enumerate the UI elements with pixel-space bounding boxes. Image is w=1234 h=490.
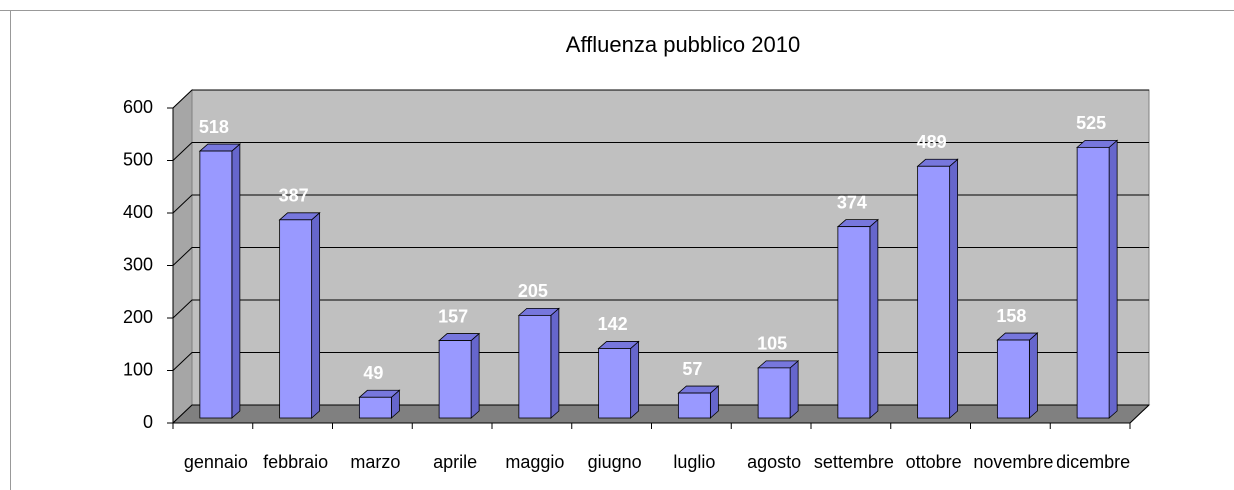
bar [199, 150, 233, 419]
value-label: 49 [363, 363, 383, 383]
x-tick-label: aprile [433, 452, 477, 472]
grid-line [172, 404, 1149, 424]
chart-title: Affluenza pubblico 2010 [566, 32, 800, 57]
bar [279, 219, 313, 419]
x-tick-label: luglio [673, 452, 715, 472]
bar [438, 340, 472, 419]
bar [598, 348, 632, 419]
y-tick-label: 600 [123, 97, 153, 117]
bar-side [470, 332, 480, 419]
grid-line [172, 247, 1149, 266]
bar [917, 165, 951, 419]
x-tick-label: giugno [588, 452, 642, 472]
value-label: 142 [598, 314, 628, 334]
bar-side [949, 158, 959, 419]
bar [757, 367, 791, 419]
value-label: 387 [279, 186, 309, 206]
x-tick-label: ottobre [906, 452, 962, 472]
bar [677, 392, 711, 419]
x-tick-label: settembre [814, 452, 894, 472]
bar-side [1028, 332, 1038, 419]
y-tick-label: 100 [123, 359, 153, 379]
value-label: 518 [199, 117, 229, 137]
y-tick-label: 400 [123, 202, 153, 222]
y-tick-label: 0 [143, 412, 153, 432]
x-tick-label: maggio [505, 452, 564, 472]
value-label: 525 [1076, 113, 1106, 133]
bar-side [1108, 139, 1118, 419]
grid-line [172, 194, 1149, 214]
x-tick-label: novembre [973, 452, 1053, 472]
x-tick-label: dicembre [1056, 452, 1130, 472]
floor-edge [1129, 404, 1150, 424]
y-tick-label: 300 [123, 254, 153, 274]
value-label: 158 [996, 306, 1026, 326]
x-tick-label: marzo [350, 452, 400, 472]
value-label: 105 [757, 334, 787, 354]
value-label: 489 [917, 132, 947, 152]
x-tick-label: gennaio [184, 452, 248, 472]
value-label: 374 [837, 192, 867, 212]
bar [518, 314, 552, 419]
x-tick-label: agosto [747, 452, 801, 472]
value-label: 57 [682, 359, 702, 379]
value-label: 157 [438, 306, 468, 326]
grid-line [172, 352, 1149, 371]
grid-line [172, 299, 1149, 319]
bar [1076, 146, 1110, 419]
y-tick-label: 500 [123, 149, 153, 169]
bar-side [231, 143, 241, 419]
bar-side [630, 340, 640, 419]
bar-side [311, 211, 321, 419]
bar [996, 339, 1030, 419]
bar [358, 396, 392, 419]
grid-line [172, 89, 1149, 109]
value-label: 205 [518, 281, 548, 301]
bar-side [550, 307, 560, 419]
bar-side [869, 218, 879, 419]
bar [837, 226, 871, 419]
bar-side [789, 359, 799, 419]
x-tick-label: febbraio [263, 452, 328, 472]
grid-line [172, 142, 1149, 161]
y-tick-label: 200 [123, 307, 153, 327]
